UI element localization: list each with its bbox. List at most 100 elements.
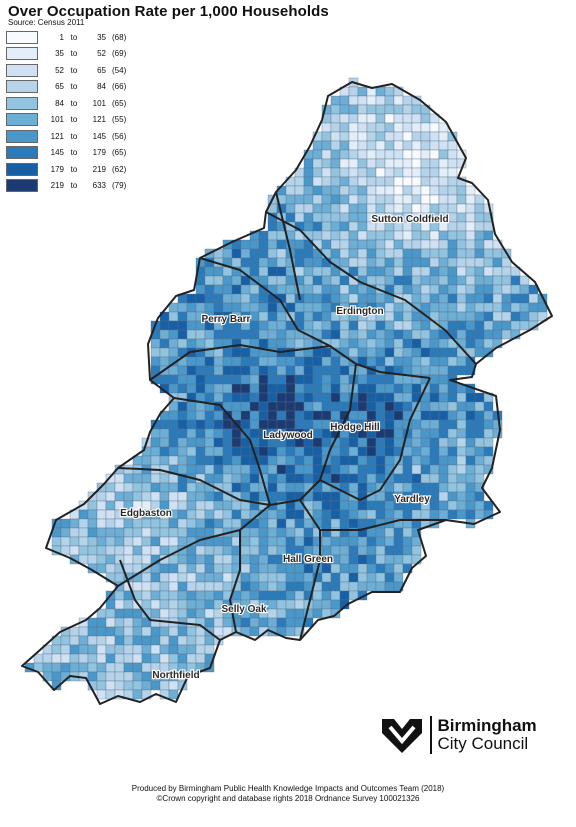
map-cell [384, 230, 395, 241]
map-cell [159, 545, 170, 556]
map-cell [294, 356, 305, 367]
map-cell [384, 275, 395, 286]
map-cell [375, 140, 386, 151]
map-cell [150, 680, 161, 691]
map-cell [330, 401, 341, 412]
map-cell [330, 365, 341, 376]
map-cell [330, 446, 341, 457]
map-cell [258, 590, 269, 601]
map-cell [339, 320, 350, 331]
map-cell [465, 455, 476, 466]
map-cell [393, 113, 404, 124]
map-cell [375, 230, 386, 241]
map-cell [105, 635, 116, 646]
legend-to-word: to [70, 49, 78, 59]
map-cell [96, 680, 107, 691]
map-cell [285, 572, 296, 583]
map-cell [150, 599, 161, 610]
map-cell [303, 248, 314, 259]
map-cell [213, 536, 224, 547]
map-cell [375, 572, 386, 583]
map-cell [213, 581, 224, 592]
map-cell [285, 329, 296, 340]
map-cell [339, 203, 350, 214]
map-cell [249, 491, 260, 502]
map-cell [357, 86, 368, 97]
map-cell [492, 275, 503, 286]
map-cell [393, 284, 404, 295]
map-cell [195, 482, 206, 493]
map-cell [96, 554, 107, 565]
map-cell [186, 446, 197, 457]
map-cell [420, 257, 431, 268]
map-cell [330, 383, 341, 394]
map-cell [150, 572, 161, 583]
map-cell [438, 284, 449, 295]
map-cell [429, 266, 440, 277]
map-cell [276, 608, 287, 619]
map-cell [258, 401, 269, 412]
map-cell [132, 617, 143, 628]
map-cell [339, 365, 350, 376]
map-cell [348, 329, 359, 340]
map-cell [195, 437, 206, 448]
map-cell [213, 572, 224, 583]
map-cell [51, 680, 62, 691]
map-cell [69, 635, 80, 646]
map-cell [375, 527, 386, 538]
map-cell [105, 644, 116, 655]
map-cell [186, 365, 197, 376]
legend-row: 121 to 145 (56) [6, 128, 126, 145]
map-cell [339, 95, 350, 106]
map-cell [393, 401, 404, 412]
map-cell [384, 95, 395, 106]
map-cell [231, 464, 242, 475]
map-cell [96, 527, 107, 538]
map-cell [60, 653, 71, 664]
map-cell [474, 212, 485, 223]
map-cell [177, 572, 188, 583]
legend-count: (56) [112, 131, 127, 141]
map-cell [312, 167, 323, 178]
map-cell [312, 302, 323, 313]
map-cell [60, 536, 71, 547]
credits: Produced by Birmingham Public Health Kno… [0, 784, 576, 804]
map-cell [177, 455, 188, 466]
map-cell [330, 293, 341, 304]
map-cell [168, 329, 179, 340]
map-cell [411, 122, 422, 133]
map-cell [465, 194, 476, 205]
map-cell [510, 302, 521, 313]
map-cell [393, 140, 404, 151]
map-cell [366, 176, 377, 187]
map-cell [429, 419, 440, 430]
map-cell [420, 347, 431, 358]
map-cell [195, 302, 206, 313]
map-cell [294, 383, 305, 394]
map-cell [429, 374, 440, 385]
map-cell [249, 293, 260, 304]
map-cell [429, 392, 440, 403]
map-cell [303, 374, 314, 385]
map-cell [114, 644, 125, 655]
map-cell [321, 392, 332, 403]
map-cell [105, 662, 116, 673]
map-cell [366, 338, 377, 349]
map-cell [186, 329, 197, 340]
map-cell [348, 320, 359, 331]
map-cell [69, 626, 80, 637]
map-cell [420, 401, 431, 412]
map-cell [339, 581, 350, 592]
map-cell [402, 536, 413, 547]
map-cell [438, 158, 449, 169]
map-cell [402, 446, 413, 457]
map-cell [501, 266, 512, 277]
map-cell [222, 383, 233, 394]
map-cell [141, 572, 152, 583]
map-cell [384, 113, 395, 124]
map-cell [528, 302, 539, 313]
map-cell [420, 329, 431, 340]
map-cell [348, 257, 359, 268]
district-boundary [199, 257, 431, 379]
map-cell [105, 653, 116, 664]
